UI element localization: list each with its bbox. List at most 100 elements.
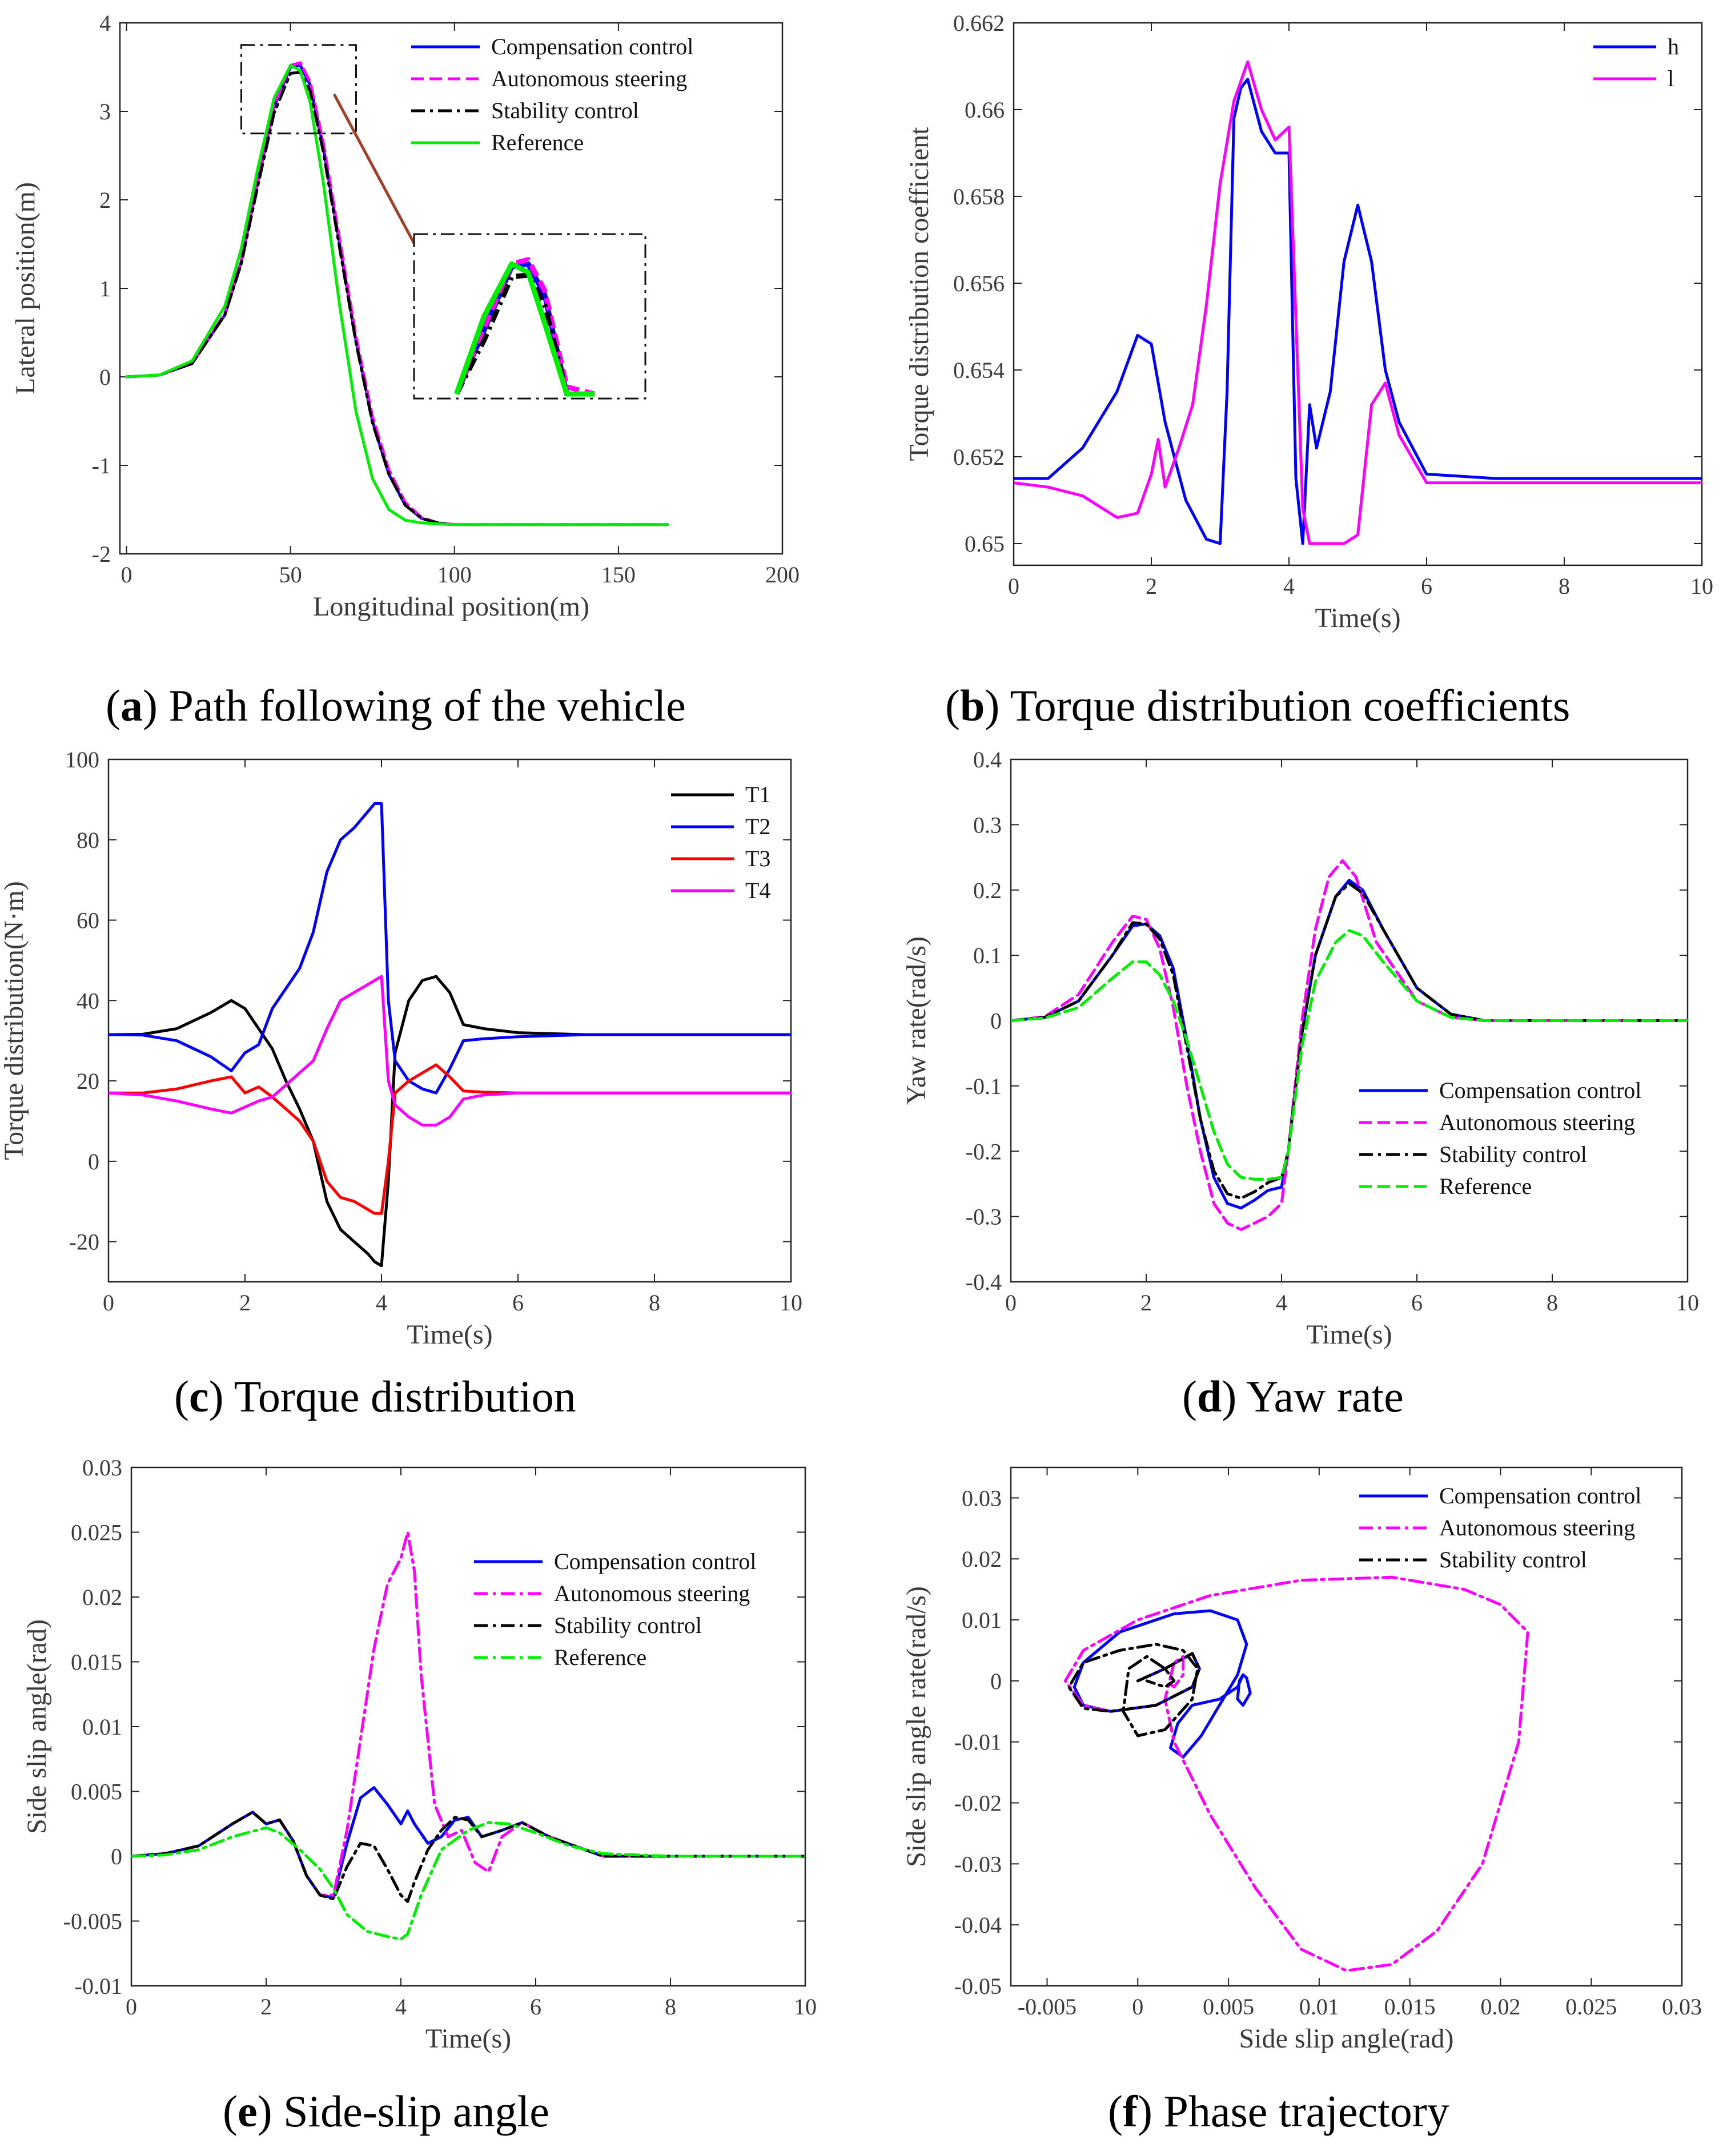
- caption-d: (d) Yaw rate: [1182, 1371, 1404, 1421]
- chart-e: 0 2 4 6 8 10 -0.01 -0.005 0 0.005 0.01 0.015 0.02 0.0…: [22, 1455, 817, 2054]
- series-line-reference: [1011, 929, 1688, 1181]
- y-axis-label: Torque distribution(N·m): [0, 881, 29, 1160]
- series-line-stability-control: [131, 1811, 805, 1903]
- legend-label: T3: [745, 846, 770, 871]
- x-tick-label: 50: [279, 562, 302, 588]
- plot-frame: [1013, 22, 1703, 566]
- x-tick-label: 2: [1140, 1290, 1152, 1316]
- x-tick-label: -0.005: [1018, 1994, 1077, 2020]
- y-tick-label: 0.01: [962, 1607, 1002, 1633]
- chart-f: -0.005 0 0.005 0.01 0.015 0.02 0.025 0.03 -0.05 -…: [901, 1466, 1702, 2054]
- y-tick-label: 40: [77, 988, 99, 1013]
- x-tick-label: 0: [103, 1290, 114, 1316]
- x-tick-label: 0: [126, 1994, 137, 2020]
- x-tick-label: 0.025: [1565, 1994, 1617, 2020]
- x-tick-label: 10: [1690, 573, 1713, 599]
- x-tick-label: 0.03: [1662, 1994, 1702, 2020]
- caption-a: (a) Path following of the vehicle: [106, 681, 686, 730]
- y-tick-label: 0.652: [953, 444, 1005, 470]
- y-tick-label: 0.03: [962, 1485, 1002, 1511]
- x-tick-label: 6: [512, 1290, 524, 1316]
- x-tick-label: 8: [1559, 573, 1570, 599]
- y-tick-label: -20: [69, 1229, 99, 1255]
- y-tick-label: 0.662: [953, 10, 1005, 36]
- x-tick-label: 0: [1132, 1994, 1143, 2020]
- y-tick-label: -1: [92, 453, 111, 478]
- plot-frame: [107, 758, 792, 1283]
- legend-label: Compensation control: [491, 34, 693, 59]
- y-tick-label: 0.03: [82, 1455, 122, 1481]
- y-tick-label: 20: [77, 1068, 99, 1094]
- y-tick-label: 0.2: [973, 878, 1002, 903]
- caption-b: (b) Torque distribution coefficients: [945, 681, 1570, 730]
- x-tick-label: 4: [1283, 573, 1295, 599]
- legend-label: Stability control: [491, 98, 639, 123]
- series-line-stability-control: [1067, 1643, 1201, 1737]
- y-tick-label: 80: [77, 827, 99, 853]
- x-tick-label: 8: [649, 1290, 660, 1316]
- x-axis-label: Side slip angle(rad): [1239, 2024, 1454, 2054]
- series-group: [1011, 859, 1688, 1231]
- y-tick-label: 0.654: [953, 357, 1005, 383]
- series-group: [1014, 60, 1702, 545]
- series-line-h: [1014, 78, 1702, 545]
- y-tick-label: 4: [99, 10, 111, 36]
- x-tick-label: 0.005: [1203, 1994, 1254, 2020]
- y-tick-label: -2: [92, 541, 111, 567]
- y-tick-label: -0.05: [954, 1973, 1002, 1999]
- y-tick-label: -0.02: [954, 1791, 1002, 1816]
- y-axis-label: Side slip angle rate(rad/s): [901, 1586, 931, 1867]
- series-line-t1: [109, 975, 791, 1268]
- x-tick-label: 6: [530, 1994, 541, 2020]
- series-group: [109, 802, 791, 1268]
- legend-label: Reference: [554, 1644, 646, 1670]
- series-line-stability-control: [1011, 882, 1688, 1200]
- legend-label: T1: [745, 782, 770, 807]
- plot-frame: [1010, 1466, 1683, 1987]
- y-tick-label: -0.1: [966, 1073, 1002, 1099]
- x-tick-label: 10: [780, 1290, 802, 1316]
- x-tick-label: 100: [437, 562, 472, 588]
- x-tick-label: 0: [1005, 1290, 1017, 1316]
- y-tick-label: 1: [99, 276, 111, 301]
- y-tick-label: 0.66: [965, 97, 1005, 123]
- y-tick-label: 0: [99, 364, 111, 390]
- caption-c: (c) Torque distribution: [174, 1371, 576, 1421]
- x-tick-label: 0: [1008, 573, 1019, 599]
- series-line-t4: [109, 975, 791, 1127]
- x-tick-label: 10: [1676, 1290, 1699, 1316]
- y-tick-label: -0.01: [75, 1973, 122, 1999]
- y-axis-label: Torque distribution coefficient: [904, 127, 934, 461]
- chart-d: 0 2 4 6 8 10 -0.4 -0.3 -0.2 -0.1 0 0.1 0.2 0.3 0.4 Time…: [901, 747, 1699, 1350]
- series-line-reference: [131, 1821, 805, 1941]
- legend-label: T2: [745, 814, 770, 839]
- y-tick-label: 100: [65, 747, 99, 773]
- x-tick-label: 150: [601, 562, 636, 588]
- x-tick-label: 2: [239, 1290, 251, 1316]
- legend-label: Stability control: [1439, 1141, 1587, 1167]
- series-line-l: [1014, 60, 1702, 545]
- x-tick-label: 2: [260, 1994, 272, 2020]
- legend-label: Autonomous steering: [1439, 1515, 1635, 1540]
- x-tick-label: 0.015: [1384, 1994, 1436, 2020]
- y-tick-label: -0.03: [954, 1851, 1002, 1877]
- y-tick-label: 2: [99, 187, 111, 213]
- caption-e: (e) Side-slip angle: [223, 2086, 549, 2136]
- x-tick-label: 4: [376, 1290, 387, 1316]
- x-tick-label: 200: [765, 562, 800, 588]
- y-tick-label: -0.2: [966, 1139, 1002, 1164]
- y-axis-label: Yaw rate(rad/s): [901, 936, 931, 1105]
- y-tick-label: 0.02: [82, 1584, 122, 1610]
- y-tick-label: -0.04: [954, 1912, 1002, 1938]
- legend-label: Autonomous steering: [491, 66, 687, 91]
- caption-f: (f) Phase trajectory: [1108, 2086, 1449, 2136]
- x-tick-label: 8: [665, 1994, 676, 2020]
- legend-label: Reference: [491, 130, 584, 155]
- inset-line: [454, 257, 595, 397]
- inset-box: [413, 233, 646, 400]
- zoom-box: [240, 44, 357, 135]
- x-tick-label: 4: [395, 1994, 407, 2020]
- legend-label: Autonomous steering: [554, 1580, 750, 1606]
